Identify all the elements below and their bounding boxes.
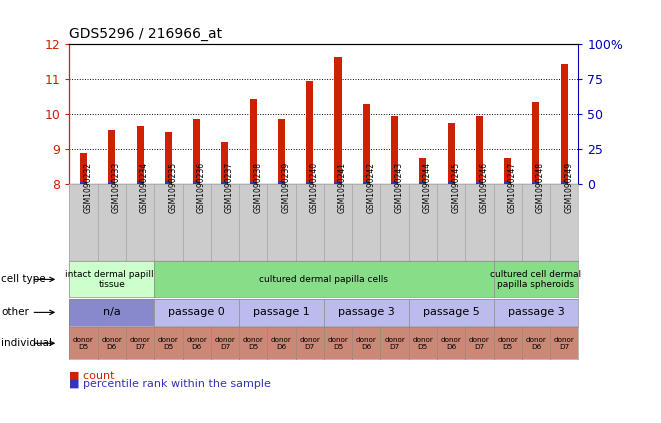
Bar bbox=[137, 126, 143, 184]
Text: GSM1090242: GSM1090242 bbox=[366, 162, 375, 213]
Bar bbox=[221, 142, 229, 184]
Text: GSM1090238: GSM1090238 bbox=[253, 162, 262, 213]
Text: donor
D5: donor D5 bbox=[73, 337, 94, 350]
Bar bbox=[504, 181, 511, 184]
Text: GSM1090249: GSM1090249 bbox=[564, 162, 573, 213]
Text: passage 3: passage 3 bbox=[508, 308, 564, 317]
Text: cultured cell dermal
papilla spheroids: cultured cell dermal papilla spheroids bbox=[490, 270, 582, 289]
Bar bbox=[306, 181, 313, 184]
Text: other: other bbox=[1, 308, 29, 317]
Bar bbox=[80, 153, 87, 184]
Bar bbox=[363, 104, 370, 184]
Text: intact dermal papilla
tissue: intact dermal papilla tissue bbox=[65, 270, 159, 289]
Bar bbox=[363, 181, 370, 184]
Bar bbox=[278, 181, 285, 184]
Text: GSM1090237: GSM1090237 bbox=[225, 162, 234, 213]
Bar bbox=[532, 102, 539, 184]
Text: GSM1090241: GSM1090241 bbox=[338, 162, 347, 213]
Bar bbox=[561, 181, 568, 184]
Text: GSM1090247: GSM1090247 bbox=[508, 162, 517, 213]
Bar bbox=[334, 181, 342, 184]
Bar bbox=[561, 63, 568, 184]
Text: donor
D7: donor D7 bbox=[214, 337, 235, 350]
Text: donor
D7: donor D7 bbox=[554, 337, 574, 350]
Bar bbox=[250, 181, 256, 184]
Text: donor
D6: donor D6 bbox=[441, 337, 461, 350]
Bar bbox=[447, 181, 455, 184]
Bar bbox=[476, 181, 483, 184]
Bar bbox=[137, 181, 143, 184]
Bar bbox=[419, 181, 426, 184]
Bar bbox=[193, 181, 200, 184]
Bar bbox=[532, 181, 539, 184]
Text: GSM1090240: GSM1090240 bbox=[310, 162, 319, 213]
Bar bbox=[221, 181, 229, 184]
Bar bbox=[165, 132, 172, 184]
Bar bbox=[193, 119, 200, 184]
Text: GSM1090248: GSM1090248 bbox=[536, 162, 545, 213]
Text: ■ count: ■ count bbox=[69, 371, 115, 381]
Bar bbox=[80, 181, 87, 184]
Text: GSM1090233: GSM1090233 bbox=[112, 162, 121, 213]
Bar bbox=[278, 119, 285, 184]
Text: passage 0: passage 0 bbox=[169, 308, 225, 317]
Text: GSM1090246: GSM1090246 bbox=[479, 162, 488, 213]
Text: donor
D5: donor D5 bbox=[328, 337, 348, 350]
Text: cultured dermal papilla cells: cultured dermal papilla cells bbox=[259, 275, 389, 284]
Text: GSM1090236: GSM1090236 bbox=[197, 162, 206, 213]
Text: ■ percentile rank within the sample: ■ percentile rank within the sample bbox=[69, 379, 271, 390]
Bar bbox=[306, 81, 313, 184]
Bar bbox=[419, 158, 426, 184]
Text: donor
D5: donor D5 bbox=[497, 337, 518, 350]
Text: GSM1090232: GSM1090232 bbox=[83, 162, 93, 213]
Text: donor
D5: donor D5 bbox=[158, 337, 179, 350]
Text: donor
D7: donor D7 bbox=[469, 337, 490, 350]
Text: GDS5296 / 216966_at: GDS5296 / 216966_at bbox=[69, 27, 223, 41]
Text: donor
D7: donor D7 bbox=[299, 337, 320, 350]
Text: passage 1: passage 1 bbox=[253, 308, 310, 317]
Text: n/a: n/a bbox=[103, 308, 121, 317]
Bar bbox=[504, 158, 511, 184]
Text: donor
D5: donor D5 bbox=[243, 337, 264, 350]
Bar bbox=[334, 57, 342, 184]
Text: GSM1090234: GSM1090234 bbox=[140, 162, 149, 213]
Text: individual: individual bbox=[1, 338, 52, 348]
Bar bbox=[108, 130, 116, 184]
Text: GSM1090243: GSM1090243 bbox=[395, 162, 404, 213]
Bar bbox=[108, 181, 116, 184]
Bar bbox=[391, 181, 398, 184]
Text: donor
D6: donor D6 bbox=[356, 337, 377, 350]
Text: passage 3: passage 3 bbox=[338, 308, 395, 317]
Text: donor
D6: donor D6 bbox=[101, 337, 122, 350]
Text: donor
D7: donor D7 bbox=[130, 337, 151, 350]
Text: donor
D6: donor D6 bbox=[525, 337, 547, 350]
Text: donor
D7: donor D7 bbox=[384, 337, 405, 350]
Text: passage 5: passage 5 bbox=[423, 308, 479, 317]
Bar bbox=[391, 116, 398, 184]
Bar bbox=[250, 99, 256, 184]
Text: GSM1090239: GSM1090239 bbox=[282, 162, 290, 213]
Text: donor
D6: donor D6 bbox=[271, 337, 292, 350]
Bar bbox=[476, 116, 483, 184]
Text: GSM1090244: GSM1090244 bbox=[423, 162, 432, 213]
Text: donor
D5: donor D5 bbox=[412, 337, 434, 350]
Bar bbox=[447, 123, 455, 184]
Text: GSM1090235: GSM1090235 bbox=[169, 162, 177, 213]
Text: donor
D6: donor D6 bbox=[186, 337, 207, 350]
Text: cell type: cell type bbox=[1, 275, 46, 284]
Text: GSM1090245: GSM1090245 bbox=[451, 162, 460, 213]
Bar bbox=[165, 181, 172, 184]
